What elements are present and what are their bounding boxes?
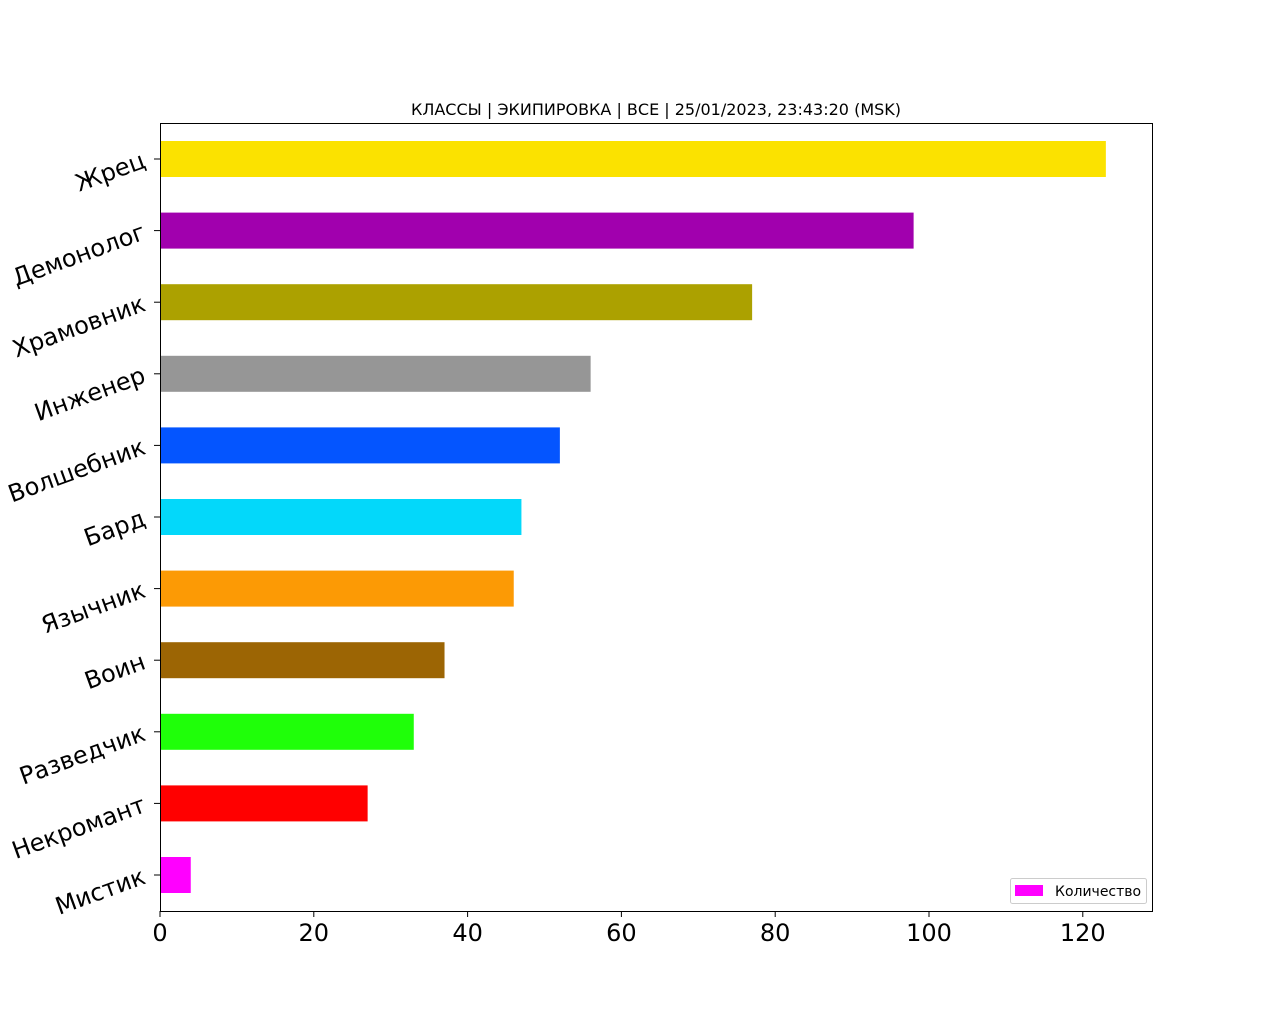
y-tick-label: Демонолог (9, 218, 149, 292)
bar-7 (160, 642, 445, 679)
bar-3 (160, 355, 591, 392)
bar-2 (160, 284, 753, 321)
x-tick-label: 40 (452, 919, 483, 947)
y-tick-label: Храмовник (9, 290, 149, 364)
bar-6 (160, 570, 514, 607)
legend-label: Количество (1055, 884, 1141, 900)
legend: Количество (1010, 878, 1147, 904)
bar-1 (160, 212, 914, 249)
y-tick-label: Волшебник (4, 433, 149, 508)
x-tick-label: 80 (760, 919, 791, 947)
bar-4 (160, 427, 560, 464)
y-tick-label: Некромант (8, 791, 149, 865)
y-tick-label: Инженер (31, 361, 149, 427)
y-tick-label: Мистик (52, 862, 150, 920)
legend-swatch (1015, 885, 1043, 896)
x-tick-label: 100 (906, 919, 952, 947)
x-tick-label: 120 (1060, 919, 1106, 947)
chart-title: КЛАССЫ | ЭКИПИРОВКА | ВСЕ | 25/01/2023, … (411, 100, 901, 119)
y-tick-label: Язычник (38, 576, 149, 639)
bars-layer (160, 141, 1106, 893)
bar-10 (160, 857, 191, 893)
y-axis: Жрец ДемонологХрамовникИнженерВолшебникБа… (4, 146, 160, 921)
y-tick-label: Бард (80, 504, 149, 552)
bar-5 (160, 499, 522, 535)
y-tick-label: Разведчик (16, 719, 149, 790)
bar-9 (160, 785, 368, 822)
y-tick-label: Воин (81, 648, 149, 696)
x-tick-label: 60 (606, 919, 637, 947)
x-axis: 0 20 40 60 80 100 120 (152, 911, 1106, 947)
x-tick-label: 0 (152, 919, 167, 947)
x-tick-label: 20 (299, 919, 330, 947)
bar-0 (160, 141, 1106, 177)
y-tick-label: Жрец (72, 146, 149, 197)
legend-box (1010, 878, 1147, 904)
plot-frame (160, 123, 1153, 912)
bar-8 (160, 713, 414, 750)
